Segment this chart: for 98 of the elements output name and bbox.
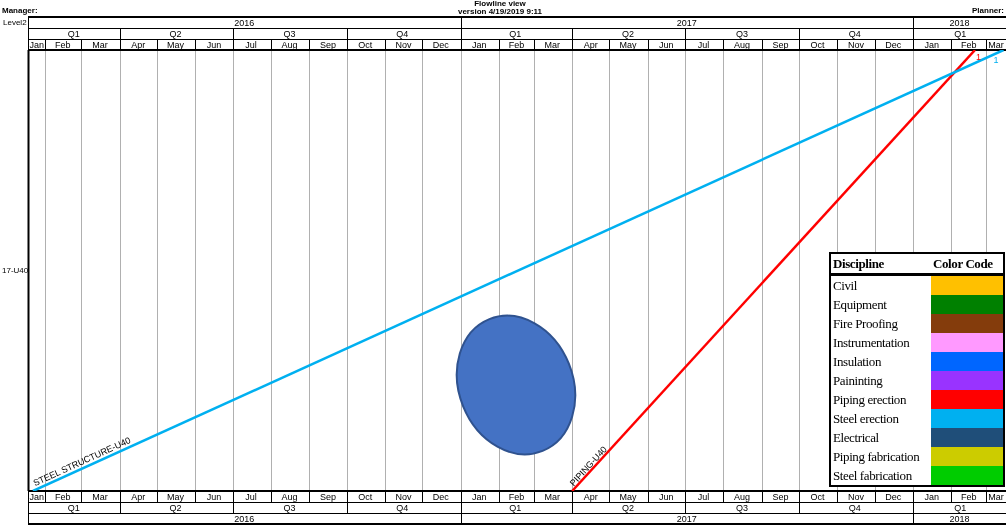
x-tick-label: Jan [471,39,487,50]
x-tick-label: Sep [319,39,336,50]
text: Q1 [509,502,522,513]
category-label: Piping fabrication [832,447,921,466]
data-label: 1 [976,51,982,62]
x2-tick-label: Q1 [509,28,522,39]
x-tick-label: Oct [358,39,373,50]
category-label: Insulation [832,352,882,371]
x-tick-label: Sep [772,39,789,50]
x2-tick-label: Q4 [396,28,409,39]
text: Q3 [283,502,296,513]
text: Planner: [971,6,1004,16]
x2-tick-label: Q1 [954,28,967,39]
text: Jan [471,491,487,502]
text: May [167,491,185,502]
text: May [619,491,637,502]
x2-tick-label: Q3 [283,28,296,39]
x2-tick-label: Q2 [169,28,182,39]
text: Sep [772,491,789,502]
text: Apr [583,491,598,502]
category-label: Fire Proofing [832,314,899,333]
x-tick-label: Apr [131,39,146,50]
category-label: Civil [832,276,858,295]
text: Aug [733,491,750,502]
text: Oct [810,491,825,502]
x-tick-label: May [619,39,637,50]
x-tick-label: Jan [924,39,939,50]
text: 2016 [234,17,255,28]
x2-tick-label: Q1 [67,28,80,39]
text: Sep [319,491,336,502]
x-tick-label: May [167,39,185,50]
text: 2017 [676,513,697,524]
text: Feb [54,491,71,502]
x2-tick-label: Q3 [735,28,748,39]
category-label: Paininting [832,371,884,390]
x-tick-label: Nov [395,39,413,50]
x-tick-label: Jul [697,39,710,50]
x-tick-label: Apr [583,39,598,50]
category-label: Steel fabrication [832,466,913,485]
text: Apr [131,491,146,502]
x-tick-label: Jun [206,39,222,50]
text: Mar [544,491,561,502]
x-tick-label: Mar [544,39,561,50]
text: Feb [961,491,977,502]
text: Nov [848,491,865,502]
text: Jun [206,491,222,502]
x-tick-label: Mar [988,39,1004,50]
text: Manager: [2,6,38,16]
x-tick-label: Aug [281,39,298,50]
text: Mar [988,491,1004,502]
text: Mar [92,491,108,502]
text: Dec [885,491,902,502]
annotation: Discipline [830,253,931,275]
category-label: Electrical [832,428,880,447]
text: Level2 [3,18,28,28]
text: Dec [432,491,449,502]
x-tick-label: Jul [245,39,257,50]
x-tick-label: Jun [659,39,674,50]
x-tick-label: Feb [961,39,977,50]
category-label: Instrumentation [832,333,911,352]
text: Nov [395,491,412,502]
text: Q4 [396,502,409,513]
text: 2018 [949,513,970,524]
data-label: 1 [993,54,999,65]
text: 2018 [949,17,970,28]
x-tick-label: Feb [54,39,71,50]
x-tick-label: Feb [508,39,525,50]
text: Q2 [169,502,182,513]
text: 2017 [676,17,697,28]
text: 2016 [234,513,255,524]
text: Aug [281,491,298,502]
x-tick-label: Mar [92,39,108,50]
text: Jan [924,491,939,502]
text: Q3 [735,502,748,513]
text: Feb [508,491,525,502]
y-axis-title: 17-U40 [2,265,29,275]
x-tick-label: Oct [810,39,826,50]
text: Q2 [621,502,634,513]
text: Jan [29,491,44,502]
text: Jul [245,491,257,502]
chart-subtitle: version 4/19/2019 9:11 [457,7,543,17]
x2-tick-label: Q2 [621,28,634,39]
text: Q4 [848,502,861,513]
category-label: Piping erection [832,390,908,409]
x-tick-label: Dec [432,39,450,50]
text: Q1 [67,502,80,513]
x2-tick-label: Q4 [848,28,861,39]
x-tick-label: Jan [29,39,44,50]
text: Jun [659,491,674,502]
x-tick-label: Dec [885,39,902,50]
text: Oct [358,491,373,502]
category-label: Equipment [832,295,888,314]
category-label: Steel erection [832,409,900,428]
chart-title: Flowline view [474,0,527,9]
x-tick-label: Nov [848,39,865,50]
text: Jul [697,491,710,502]
text: Q1 [954,502,967,513]
annotation: Color Code [931,253,1004,275]
